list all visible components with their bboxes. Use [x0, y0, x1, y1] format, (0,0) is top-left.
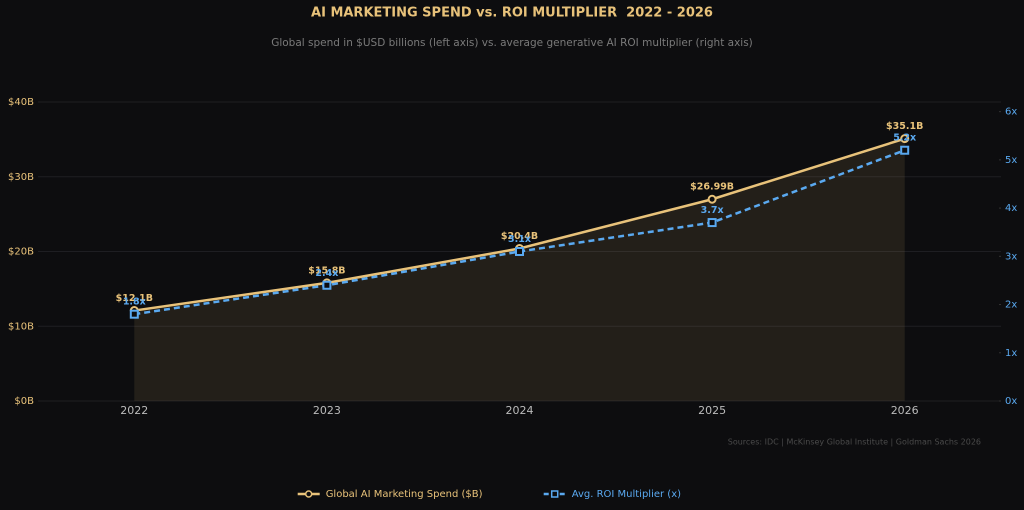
data-label: $12.1B — [116, 293, 153, 304]
data-label: 3.1x — [508, 234, 531, 245]
y2-tick-label: 0x — [1005, 396, 1017, 407]
area — [134, 138, 905, 401]
y-tick-label: $20B — [8, 247, 34, 258]
y-tick-label: $10B — [8, 321, 34, 332]
point-marker — [707, 218, 717, 228]
chart-subtitle: Global spend in $USD billions (left axis… — [271, 37, 753, 49]
y2-tick-label: 4x — [1005, 203, 1017, 214]
y-tick-label: $0B — [14, 396, 34, 407]
x-tick-label: 2023 — [313, 404, 341, 417]
y-tick-label: $40B — [8, 97, 34, 108]
x-tick-label: 2022 — [120, 404, 148, 417]
point-marker — [129, 309, 139, 319]
data-label: 1.8x — [123, 297, 146, 308]
legend-label: Global AI Marketing Spend ($B) — [326, 489, 483, 500]
point-marker — [707, 194, 717, 204]
source-note: Sources: IDC | McKinsey Global Institute… — [728, 438, 981, 447]
legend-marker — [550, 490, 559, 498]
y2-tick-label: 3x — [1005, 251, 1017, 262]
x-tick-label: 2024 — [506, 404, 534, 417]
data-label: 5.2x — [893, 133, 916, 144]
point-marker — [900, 145, 910, 155]
data-label: 2.4x — [315, 268, 338, 279]
legend-marker — [304, 490, 313, 498]
point-marker — [322, 280, 332, 290]
x-tick-label: 2025 — [698, 404, 726, 417]
y2-tick-label: 1x — [1005, 348, 1017, 359]
x-tick-label: 2026 — [891, 404, 919, 417]
y-tick-label: $30B — [8, 172, 34, 183]
y2-tick-label: 6x — [1005, 107, 1017, 118]
point-marker — [900, 134, 910, 144]
data-label: $15.8B — [308, 265, 345, 276]
point-marker — [515, 247, 524, 256]
data-label: 3.7x — [701, 205, 724, 216]
legend-label: Avg. ROI Multiplier (x) — [572, 489, 681, 500]
chart-title: AI MARKETING SPEND vs. ROI MULTIPLIER 20… — [311, 6, 713, 21]
y2-tick-label: 2x — [1005, 300, 1017, 311]
y2-tick-label: 5x — [1005, 155, 1017, 166]
data-label: $26.99B — [690, 182, 734, 193]
data-label: $20.4B — [501, 231, 538, 242]
data-label: $35.1B — [886, 121, 923, 132]
